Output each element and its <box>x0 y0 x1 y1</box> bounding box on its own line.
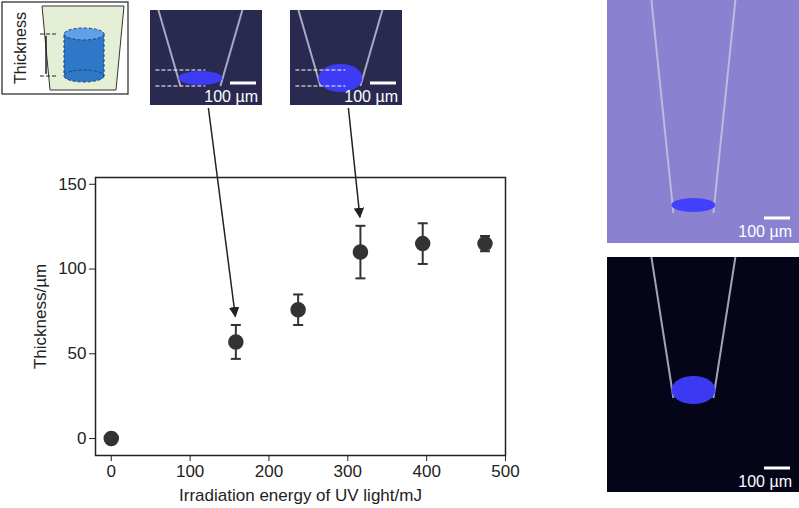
svg-text:100 µm: 100 µm <box>204 88 258 105</box>
svg-text:100 µm: 100 µm <box>738 223 792 240</box>
svg-text:150: 150 <box>58 175 86 194</box>
svg-text:100 µm: 100 µm <box>344 88 398 105</box>
svg-text:200: 200 <box>255 462 283 481</box>
svg-text:500: 500 <box>491 462 519 481</box>
svg-text:300: 300 <box>334 462 362 481</box>
svg-text:50: 50 <box>68 344 87 363</box>
svg-text:Irradiation energy of UV light: Irradiation energy of UV light/mJ <box>179 486 422 505</box>
svg-text:100 µm: 100 µm <box>738 473 792 490</box>
svg-text:0: 0 <box>107 462 116 481</box>
svg-text:Thickness/µm: Thickness/µm <box>31 264 50 369</box>
svg-text:0: 0 <box>77 429 86 448</box>
svg-text:Thickness: Thickness <box>12 12 29 84</box>
svg-text:100: 100 <box>58 259 86 278</box>
svg-text:400: 400 <box>412 462 440 481</box>
svg-text:100: 100 <box>176 462 204 481</box>
